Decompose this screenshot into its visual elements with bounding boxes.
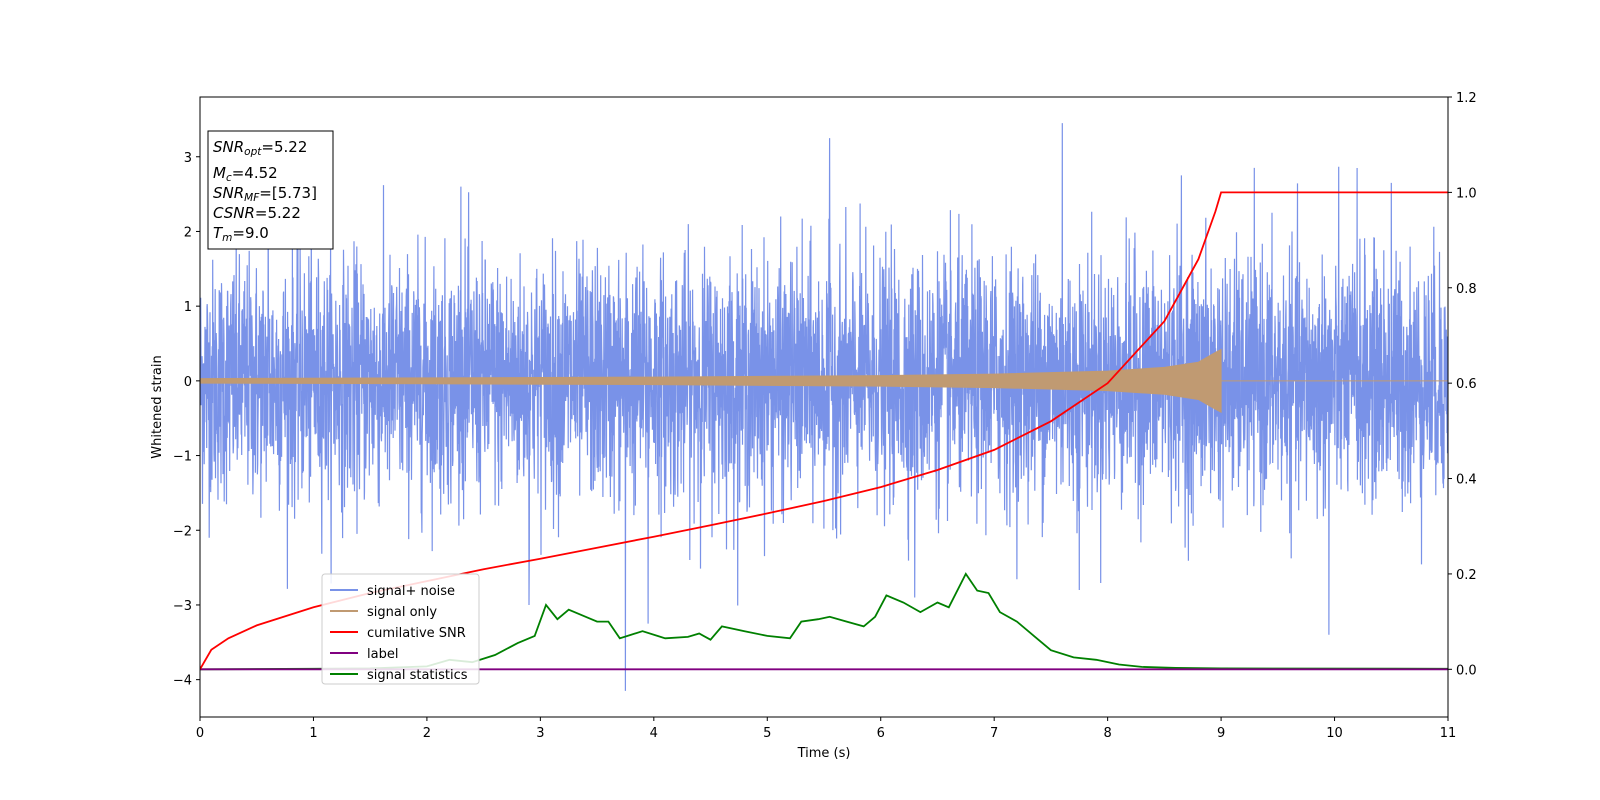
y2-tick-label: 0.2 bbox=[1456, 568, 1477, 583]
x-tick-label: 0 bbox=[196, 726, 204, 741]
x-tick-label: 7 bbox=[990, 726, 998, 741]
y-tick-label: −3 bbox=[173, 599, 192, 614]
x-tick-label: 6 bbox=[877, 726, 885, 741]
x-tick-label: 1 bbox=[309, 726, 317, 741]
series-signal-only bbox=[200, 348, 1448, 414]
annotation-tm: Tm=9.0 bbox=[213, 224, 269, 244]
y-tick-label: −2 bbox=[173, 524, 192, 539]
legend-label-signal-only: signal only bbox=[367, 605, 437, 620]
series-signal-noise bbox=[200, 123, 1448, 691]
x-tick-label: 4 bbox=[650, 726, 658, 741]
csnr-value: =5.22 bbox=[255, 204, 301, 222]
y-tick-label: 3 bbox=[184, 151, 192, 166]
x-tick-label: 5 bbox=[763, 726, 771, 741]
y-axis-label: Whitened strain bbox=[150, 355, 165, 458]
mc-subscript: c bbox=[226, 172, 232, 184]
annotation-snr-opt: SNRopt=5.22 bbox=[213, 138, 307, 158]
x-tick-label: 3 bbox=[536, 726, 544, 741]
annotation-mc: Mc=4.52 bbox=[213, 164, 278, 184]
series-cumilative-snr-line bbox=[200, 191, 1448, 670]
mc-symbol: M bbox=[213, 164, 226, 182]
annotation-csnr: CSNR=5.22 bbox=[213, 204, 301, 222]
snr-mf-value: =[5.73] bbox=[259, 184, 317, 202]
y2-tick-label: 1.2 bbox=[1456, 91, 1477, 106]
tm-value: =9.0 bbox=[232, 224, 268, 242]
snr-mf-symbol: SNR bbox=[213, 184, 244, 202]
legend-frame bbox=[321, 573, 480, 685]
x-tick-label: 9 bbox=[1217, 726, 1225, 741]
snr-opt-subscript: opt bbox=[244, 146, 262, 158]
y-tick-label: 1 bbox=[184, 300, 192, 315]
x-tick-label: 2 bbox=[423, 726, 431, 741]
y-tick-label: 0 bbox=[184, 375, 192, 390]
legend-label-cumilative-snr: cumilative SNR bbox=[367, 626, 466, 641]
series-signal-statistics-line bbox=[200, 572, 1448, 671]
y-tick-label: −1 bbox=[173, 450, 192, 465]
x-tick-label: 8 bbox=[1103, 726, 1111, 741]
annotation-box: SNRopt=5.22 Mc=4.52 SNRMF=[5.73] CSNR=5.… bbox=[207, 130, 334, 250]
snr-opt-symbol: SNR bbox=[213, 138, 244, 156]
y-axis-ticks: −4 −3 −2 −1 0 1 2 3 bbox=[173, 151, 200, 689]
axes-frame bbox=[199, 96, 1449, 718]
x-axis-ticks: 0 1 2 3 4 5 6 7 8 9 10 11 bbox=[196, 717, 1456, 741]
y2-tick-label: 1.0 bbox=[1456, 186, 1477, 201]
annotation-snr-mf: SNRMF=[5.73] bbox=[213, 184, 317, 204]
snr-opt-value: =5.22 bbox=[261, 138, 307, 156]
signal-only-band bbox=[200, 348, 1448, 414]
tm-subscript: m bbox=[222, 232, 232, 244]
legend-label-signal-noise: signal+ noise bbox=[367, 584, 455, 599]
tm-symbol: T bbox=[213, 224, 224, 242]
x-tick-label: 10 bbox=[1326, 726, 1343, 741]
signal-noise-line bbox=[200, 123, 1448, 691]
y2-tick-label: 0.0 bbox=[1456, 663, 1477, 678]
mc-value: =4.52 bbox=[232, 164, 278, 182]
y-tick-label: 2 bbox=[184, 225, 192, 240]
y2-tick-label: 0.6 bbox=[1456, 377, 1477, 392]
legend: signal+ noise signal only cumilative SNR la… bbox=[321, 573, 480, 685]
x-tick-label: 11 bbox=[1440, 726, 1457, 741]
csnr-symbol: CSNR bbox=[213, 204, 255, 222]
x-axis-label: Time (s) bbox=[797, 746, 851, 761]
legend-entries: signal+ noise signal only cumilative SNR la… bbox=[330, 584, 468, 683]
snr-mf-subscript: MF bbox=[244, 192, 260, 204]
legend-label-signal-statistics: signal statistics bbox=[367, 668, 468, 683]
y-tick-label: −4 bbox=[173, 674, 192, 689]
legend-label-label: label bbox=[367, 647, 398, 662]
y2-tick-label: 0.8 bbox=[1456, 282, 1477, 297]
y2-axis-ticks: 0.0 0.2 0.4 0.6 0.8 1.0 1.2 bbox=[1448, 91, 1477, 678]
y2-tick-label: 0.4 bbox=[1456, 473, 1477, 488]
annotation-frame bbox=[207, 130, 334, 250]
